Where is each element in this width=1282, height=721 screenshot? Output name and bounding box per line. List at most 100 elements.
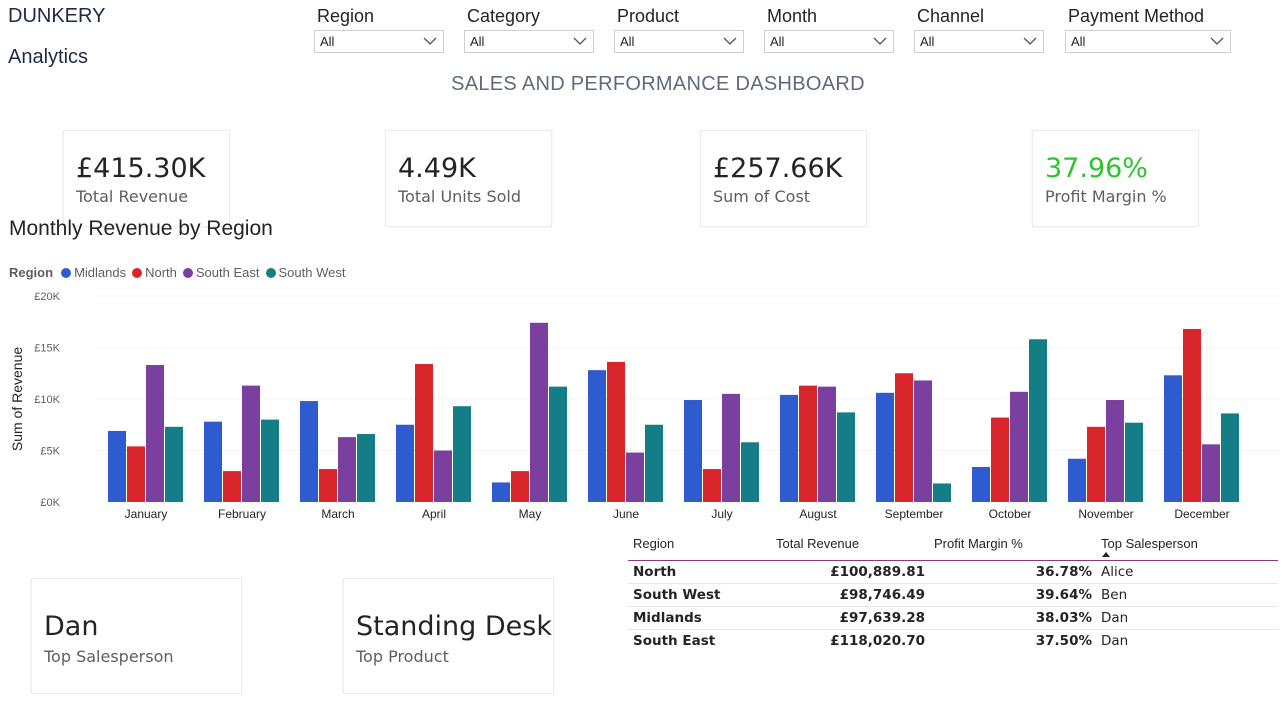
bar-north — [991, 417, 1009, 502]
bar-south-east — [242, 385, 260, 502]
month-filter-dropdown[interactable]: All — [764, 30, 894, 53]
y-tick-label: £20K — [34, 291, 60, 303]
y-tick-label: £0K — [40, 497, 60, 509]
channel-filter-value: All — [920, 34, 935, 49]
y-tick-label: £5K — [40, 446, 60, 458]
kpi-caption: Profit Margin % — [1045, 187, 1167, 206]
table-cell: 38.03% — [1035, 610, 1092, 626]
bar-south-east — [914, 380, 932, 502]
x-tick-label: September — [885, 507, 944, 521]
legend-dot — [61, 267, 72, 278]
region-filter-label: Region — [317, 6, 375, 26]
legend-label: Midlands — [74, 265, 127, 280]
y-tick-label: £15K — [34, 343, 60, 355]
product-filter[interactable]: Product All — [614, 4, 744, 53]
region-summary-table: Region Total Revenue Profit Margin % Top… — [628, 533, 1278, 652]
brand-subtitle: Analytics — [8, 46, 89, 68]
bar-midlands — [300, 401, 318, 502]
kpi-value: £415.30K — [76, 153, 206, 184]
legend-title: Region — [9, 265, 54, 280]
bar-midlands — [876, 392, 894, 502]
table-cell: £100,889.81 — [830, 564, 925, 580]
bar-midlands — [396, 424, 414, 502]
bar-south-west — [1221, 413, 1239, 502]
top-salesperson-caption: Top Salesperson — [44, 647, 174, 666]
bar-south-west — [261, 419, 279, 502]
kpi-value: £257.66K — [713, 153, 843, 184]
kpi-value: 37.96% — [1045, 153, 1148, 184]
chevron-down-icon — [873, 37, 887, 45]
bar-north — [799, 385, 817, 502]
table-header: Region Total Revenue Profit Margin % Top… — [628, 533, 1278, 561]
x-tick-label: May — [519, 507, 542, 521]
table-cell: 39.64% — [1035, 587, 1092, 603]
month-filter[interactable]: Month All — [764, 4, 894, 53]
kpi-card-total-revenue: £415.30K Total Revenue — [63, 130, 230, 227]
y-tick-label: £10K — [34, 394, 60, 406]
table-cell: Alice — [1101, 564, 1134, 580]
bar-south-east — [722, 393, 740, 502]
bar-midlands — [684, 400, 702, 502]
dashboard-title: SALES AND PERFORMANCE DASHBOARD — [451, 73, 865, 95]
chevron-down-icon — [723, 37, 737, 45]
kpi-card-profit-margin: 37.96% Profit Margin % — [1032, 130, 1199, 227]
channel-filter-label: Channel — [917, 6, 985, 26]
bar-south-east — [626, 452, 644, 502]
x-tick-label: July — [711, 507, 732, 521]
channel-filter-dropdown[interactable]: All — [914, 30, 1044, 53]
region-filter-value: All — [320, 34, 335, 49]
legend-label: South East — [195, 265, 260, 280]
legend-item-south-west[interactable]: South West — [265, 265, 346, 280]
column-header-region[interactable]: Region — [633, 536, 675, 551]
bar-south-west — [837, 412, 855, 502]
table-cell: Dan — [1101, 610, 1129, 626]
column-header-total-revenue[interactable]: Total Revenue — [776, 536, 860, 551]
payment-method-filter-dropdown[interactable]: All — [1065, 30, 1231, 53]
chart-legend: Region Midlands North South East South W… — [9, 265, 351, 280]
bar-north — [223, 471, 241, 502]
table-cell: 36.78% — [1035, 564, 1092, 580]
payment-method-filter-value: All — [1071, 34, 1086, 49]
bar-north — [1183, 328, 1201, 502]
column-header-profit-margin[interactable]: Profit Margin % — [934, 536, 1023, 551]
bar-midlands — [588, 370, 606, 502]
top-product-value: Standing Desk — [356, 611, 552, 642]
region-filter-dropdown[interactable]: All — [314, 30, 444, 53]
bar-south-east — [146, 365, 164, 502]
category-filter-dropdown[interactable]: All — [464, 30, 594, 53]
product-filter-value: All — [620, 34, 635, 49]
sort-ascending-icon — [1102, 552, 1110, 557]
legend-dot — [265, 267, 276, 278]
legend-label: South West — [278, 265, 346, 280]
chevron-down-icon — [573, 37, 587, 45]
kpi-value: 4.49K — [398, 153, 476, 184]
x-tick-label: October — [989, 507, 1032, 521]
table-cell: South West — [633, 587, 721, 603]
bar-south-east — [1202, 444, 1220, 502]
table-row: Midlands £97,639.28 38.03% Dan — [628, 607, 1278, 630]
bar-south-west — [357, 434, 375, 502]
legend-item-north[interactable]: North — [132, 265, 177, 280]
x-tick-label: November — [1078, 507, 1133, 521]
category-filter[interactable]: Category All — [464, 4, 594, 53]
bar-midlands — [204, 421, 222, 502]
product-filter-dropdown[interactable]: All — [614, 30, 744, 53]
bar-midlands — [108, 430, 126, 502]
column-header-top-salesperson[interactable]: Top Salesperson — [1101, 536, 1198, 551]
payment-method-filter[interactable]: Payment Method All — [1065, 4, 1231, 53]
bar-south-west — [1029, 339, 1047, 502]
chevron-down-icon — [1210, 37, 1224, 45]
table-cell: 37.50% — [1035, 633, 1092, 649]
region-filter[interactable]: Region All — [314, 4, 444, 53]
bar-south-west — [1125, 422, 1143, 502]
bar-south-east — [1010, 391, 1028, 502]
bar-north — [895, 373, 913, 502]
legend-item-midlands[interactable]: Midlands — [61, 265, 126, 280]
month-filter-value: All — [770, 34, 785, 49]
channel-filter[interactable]: Channel All — [914, 4, 1044, 53]
table-cell: £98,746.49 — [839, 587, 925, 603]
bar-south-west — [645, 424, 663, 502]
x-tick-label: June — [613, 507, 639, 521]
legend-item-south-east[interactable]: South East — [182, 265, 260, 280]
x-tick-label: December — [1174, 507, 1229, 521]
